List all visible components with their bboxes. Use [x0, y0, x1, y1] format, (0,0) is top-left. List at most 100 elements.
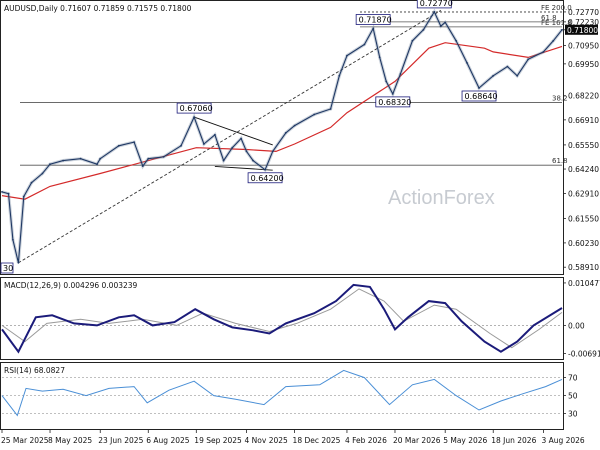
- rsi-line: [1, 369, 563, 417]
- price-point: [117, 144, 120, 147]
- price-point: [99, 157, 102, 160]
- date-tick-label: 3 Aug 2026: [541, 436, 584, 445]
- rsi-tick-label: 70: [568, 374, 578, 383]
- price-tick-label: 0.62910: [568, 190, 599, 199]
- price-point: [561, 28, 563, 31]
- date-tick-label: 6 Aug 2025: [146, 436, 189, 445]
- callout-label: 0.71870: [359, 15, 392, 24]
- price-point: [478, 87, 480, 89]
- price-point: [516, 74, 519, 77]
- bottom-left-tag: 30: [3, 264, 13, 273]
- price-point: [378, 56, 381, 59]
- price-point: [422, 28, 425, 31]
- callout-box: [416, 0, 452, 9]
- price-point: [12, 238, 14, 241]
- price-point: [313, 113, 316, 116]
- price-point: [527, 58, 530, 61]
- main-layer: FE 200.0FE 161.861.838.261.80.727700.718…: [0, 0, 599, 274]
- callout-box: [355, 14, 391, 25]
- price-point: [506, 65, 509, 68]
- date-tick-label: 5 May 2026: [443, 436, 487, 445]
- price-line: [1, 10, 563, 263]
- price-point: [385, 80, 388, 83]
- price-point: [231, 146, 234, 149]
- rsi-layer: 70 50 30: [1, 369, 578, 419]
- price-point: [466, 62, 468, 64]
- last-price-label: 0.71800: [567, 26, 598, 35]
- price-point: [293, 124, 296, 127]
- price-point: [433, 11, 436, 13]
- price-point: [455, 39, 457, 42]
- date-tick-label: 18 Dec 2025: [293, 436, 341, 445]
- price-tick-label: 0.69950: [568, 60, 599, 69]
- price-point: [391, 93, 394, 95]
- price-tick-label: 0.64240: [568, 165, 599, 174]
- callout-label: 0.68320: [378, 98, 411, 107]
- price-point: [22, 195, 25, 198]
- price-point: [141, 165, 144, 168]
- date-tick-label: 4 Nov 2025: [245, 436, 288, 445]
- price-point: [17, 261, 20, 264]
- price-point: [338, 74, 341, 77]
- macd-signal-line: [1, 288, 563, 349]
- date-tick-label: 23 Jun 2025: [98, 436, 143, 445]
- price-point: [245, 150, 248, 153]
- price-point: [552, 39, 555, 42]
- price-point: [180, 144, 182, 147]
- rsi-tick-label: 50: [568, 392, 578, 401]
- price-point: [372, 27, 375, 30]
- price-point: [252, 159, 255, 162]
- price-tick-label: 0.65550: [568, 141, 599, 150]
- price-point: [147, 157, 150, 160]
- price-point: [79, 157, 82, 160]
- price-point: [41, 172, 44, 175]
- date-tick-label: 20 Mar 2026: [393, 436, 441, 445]
- price-point: [62, 159, 64, 162]
- callout-label: 0.68640: [465, 92, 498, 101]
- price-point: [399, 73, 402, 75]
- price-point: [363, 43, 366, 46]
- price-tick-label: 0.58910: [568, 263, 599, 272]
- dashed-trendline: [18, 10, 442, 264]
- macd-title: MACD(12,26,9) 0.004296 0.003239: [4, 281, 138, 290]
- price-point: [271, 150, 274, 153]
- date-tick-label: 25 Mar 2025: [1, 436, 49, 445]
- price-point: [30, 181, 33, 184]
- moving-average-line: [1, 42, 563, 200]
- wedge-lower-line: [214, 166, 273, 171]
- price-point: [162, 156, 165, 158]
- fib-label: 61.8: [552, 157, 568, 165]
- price-point: [96, 163, 98, 166]
- price-point: [284, 132, 287, 134]
- ohlc-header: AUDUSD,Daily 0.71607 0.71859 0.71575 0.7…: [4, 4, 192, 13]
- price-tick-label: 0.72230: [568, 18, 599, 27]
- price-point: [411, 39, 414, 42]
- bottom-left-tag-box: [0, 262, 14, 274]
- price-point: [346, 54, 348, 57]
- price-point: [444, 21, 447, 24]
- last-price-tag: [565, 24, 598, 35]
- price-point: [1, 191, 3, 193]
- callout-box: [375, 96, 411, 108]
- rsi-title: RSI(14) 68.0827: [4, 366, 65, 375]
- macd-layer: 0.010477 0.00 -0.006911: [1, 279, 600, 358]
- price-tick-label: 0.70950: [568, 41, 599, 50]
- price-tick-label: 0.61550: [568, 215, 599, 224]
- callout-label: 0.67060: [180, 104, 213, 113]
- callout-label: 0.64200: [251, 174, 284, 183]
- price-point: [49, 163, 51, 166]
- price-point: [193, 116, 196, 118]
- callout-box: [176, 102, 212, 114]
- price-point: [542, 51, 545, 53]
- callout-box: [247, 172, 283, 184]
- fib-label: FE 200.0: [541, 4, 572, 12]
- fib-label: 38.2: [552, 95, 568, 103]
- price-point: [203, 143, 205, 145]
- macd-panel: 0.010477 0.00 -0.006911: [0, 277, 600, 360]
- date-tick-label: 18 Jun 2026: [491, 436, 536, 445]
- price-point: [133, 141, 136, 144]
- date-tick-label: 19 Sep 2025: [194, 436, 242, 445]
- callout-box: [461, 90, 497, 102]
- price-point: [214, 133, 216, 136]
